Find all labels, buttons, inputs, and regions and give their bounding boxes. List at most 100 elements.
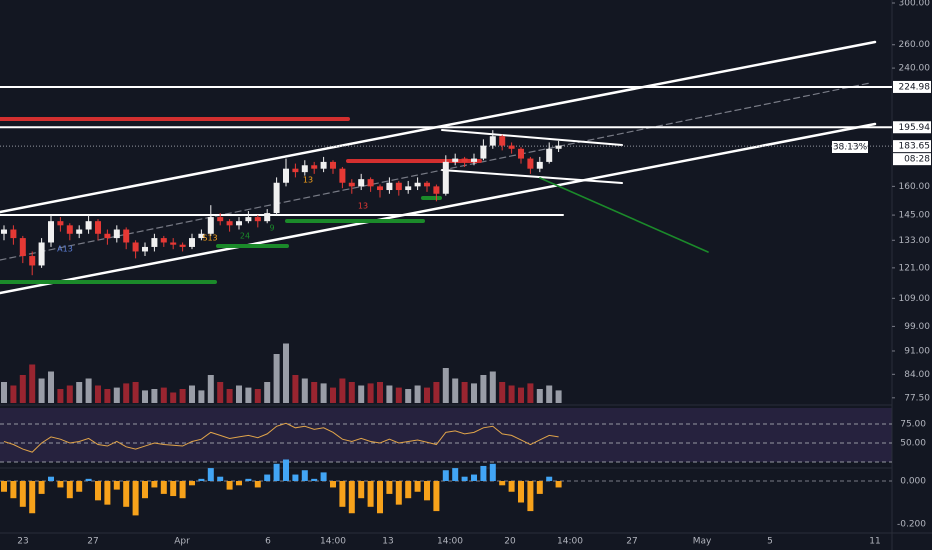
- volume-bar: [471, 383, 477, 403]
- candle-body: [48, 221, 54, 243]
- volume-bar: [292, 375, 299, 403]
- volume-bar: [348, 382, 355, 403]
- price-tick-label: 260.00: [899, 40, 931, 50]
- macd-bar: [198, 478, 205, 481]
- candle-body: [311, 165, 318, 169]
- volume-bar: [414, 385, 421, 403]
- macd-bar: [29, 481, 36, 514]
- volume-bar: [452, 378, 459, 403]
- candle-body: [264, 213, 271, 222]
- volume-bar: [367, 383, 374, 403]
- volume-bar: [536, 389, 543, 403]
- triangle-top: [441, 129, 623, 146]
- macd-bar: [508, 481, 515, 492]
- candle-body: [189, 238, 195, 247]
- candle-body: [320, 161, 327, 169]
- candle-body: [461, 158, 468, 162]
- candle-body: [123, 229, 130, 243]
- price-tick-label: 300.00: [899, 0, 931, 9]
- macd-bar: [320, 472, 327, 481]
- volume-bar: [254, 389, 261, 403]
- volume-bar: [245, 387, 252, 403]
- macd-bar: [179, 481, 186, 499]
- candle-body: [377, 186, 383, 191]
- macd-bar: [292, 474, 299, 481]
- volume-bar: [499, 382, 506, 403]
- candle-body: [198, 233, 205, 239]
- price-tick-label: 91.00: [904, 346, 930, 356]
- candle-body: [536, 161, 543, 169]
- volume-bar: [189, 385, 195, 403]
- volume-bar: [217, 382, 224, 403]
- volume-bar: [508, 385, 515, 403]
- candle-body: [555, 145, 562, 149]
- macd-bar: [273, 463, 280, 481]
- candle-body: [85, 221, 92, 230]
- candle-body: [518, 148, 524, 159]
- volume-bar: [48, 371, 54, 403]
- macd-bar: [66, 481, 73, 499]
- trend-dashed: [0, 82, 871, 261]
- macd-bar: [311, 478, 318, 481]
- macd-bar: [57, 481, 64, 488]
- volume-bar: [461, 382, 468, 403]
- volume-bar: [527, 383, 534, 403]
- volume-bar: [57, 389, 64, 403]
- candle-body: [330, 161, 336, 169]
- time-label: 27: [626, 537, 637, 547]
- macd-bar: [160, 481, 167, 494]
- countdown-label: 08:28: [904, 155, 930, 165]
- volume-bar: [236, 385, 242, 403]
- macd-bar: [123, 481, 130, 507]
- candle-body: [29, 256, 36, 266]
- macd-tick-label: 0.000: [900, 477, 926, 487]
- volume-bar: [405, 389, 412, 403]
- time-label: 14:00: [320, 537, 346, 547]
- volume-bar: [546, 385, 553, 403]
- time-label: 20: [504, 537, 516, 547]
- candle-body: [386, 182, 393, 191]
- volume-bar: [480, 375, 487, 403]
- candle-body: [433, 186, 440, 194]
- annotation: 13: [303, 176, 313, 185]
- macd-bar: [452, 468, 459, 481]
- price-tick-label: 84.00: [904, 370, 930, 380]
- macd-bar: [536, 481, 543, 494]
- macd-bar: [424, 481, 430, 501]
- macd-bar: [348, 481, 355, 514]
- macd-bar: [471, 474, 477, 481]
- macd-bar: [283, 459, 289, 481]
- macd-bar: [480, 465, 487, 481]
- candle-body: [104, 233, 111, 239]
- macd-bar: [1, 481, 7, 492]
- time-label: 14:00: [437, 537, 463, 547]
- candle-body: [57, 221, 64, 226]
- macd-bar: [132, 481, 139, 516]
- candle-body: [283, 168, 289, 183]
- volume-bar: [264, 382, 271, 403]
- volume-bar: [424, 387, 430, 403]
- candle-body: [160, 238, 167, 243]
- volume-bar: [273, 354, 280, 403]
- price-marker-box: [893, 80, 931, 93]
- macd-bar: [113, 481, 120, 490]
- volume-bar: [377, 382, 383, 403]
- candle-body: [414, 182, 421, 187]
- macd-tick-label: -0.200: [897, 520, 926, 530]
- price-marker-label: 224.98: [899, 82, 931, 92]
- volume-bar: [170, 392, 177, 403]
- macd-bar: [245, 478, 252, 481]
- macd-bar: [527, 481, 534, 512]
- volume-bar: [38, 378, 45, 403]
- price-tick-label: 109.00: [899, 294, 931, 304]
- macd-bar: [518, 481, 524, 503]
- rsi-tick-label: 75.00: [900, 420, 926, 430]
- macd-bar: [442, 470, 449, 481]
- macd-bar: [207, 468, 214, 481]
- candle-body: [10, 229, 17, 239]
- price-tick-label: 145.00: [899, 211, 931, 221]
- triangle-bottom: [441, 169, 623, 184]
- volume-bar: [104, 389, 111, 403]
